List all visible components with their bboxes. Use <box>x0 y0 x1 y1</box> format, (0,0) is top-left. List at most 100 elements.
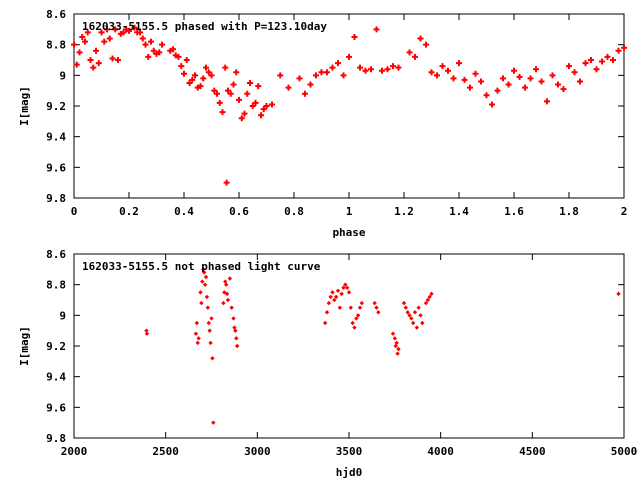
data-point <box>194 84 201 91</box>
y-axis-label: I[mag] <box>18 86 31 126</box>
data-point <box>263 103 270 109</box>
x-tick-label: 0.8 <box>284 205 304 218</box>
data-point <box>489 101 495 108</box>
data-point <box>500 75 506 82</box>
data-point <box>593 66 600 73</box>
data-point <box>394 340 399 346</box>
y-tick: 9.4 <box>46 131 624 144</box>
data-point <box>172 52 179 59</box>
data-point <box>379 67 385 74</box>
data-point <box>604 53 611 60</box>
data-point <box>208 72 215 79</box>
y-tick-label: 9 <box>59 69 66 82</box>
data-point <box>233 328 238 333</box>
y-tick: 9.6 <box>46 401 624 414</box>
data-point <box>252 99 259 106</box>
y-tick: 9.8 <box>46 192 624 205</box>
data-point <box>324 69 330 76</box>
data-point <box>326 300 332 306</box>
data-point <box>420 320 425 326</box>
data-point <box>322 320 328 326</box>
data-point <box>368 66 374 73</box>
data-point <box>416 305 421 310</box>
data-point <box>527 75 534 82</box>
data-point <box>472 70 479 77</box>
data-point <box>175 53 182 60</box>
data-point <box>249 103 256 109</box>
y-tick: 8.6 <box>46 8 624 21</box>
x-tick-label: 0 <box>71 205 78 218</box>
x-tick-label: 4500 <box>519 445 546 458</box>
x-tick: 2000 <box>61 254 88 458</box>
data-point <box>196 336 201 341</box>
data-point <box>144 328 149 333</box>
data-point <box>109 55 116 62</box>
data-point <box>115 57 121 63</box>
data-point <box>178 63 185 70</box>
data-point <box>73 61 80 68</box>
data-point <box>156 49 163 56</box>
data-point <box>207 328 212 333</box>
data-point <box>461 76 468 83</box>
data-point <box>333 294 339 300</box>
data-point <box>376 310 381 315</box>
x-tick-label: 1.6 <box>504 205 524 218</box>
x-tick-label: 1.4 <box>449 205 469 218</box>
data-points <box>71 24 627 186</box>
x-tick-label: 0.4 <box>174 205 194 218</box>
data-point <box>126 27 132 34</box>
x-tick: 4000 <box>427 254 454 458</box>
x-tick: 0.2 <box>119 14 139 218</box>
data-point <box>234 336 239 341</box>
x-tick: 2 <box>621 14 627 218</box>
data-point <box>221 300 226 306</box>
x-tick: 1.2 <box>394 14 414 218</box>
x-tick: 1 <box>346 14 353 218</box>
data-point <box>354 316 359 321</box>
x-axis-label: hjd0 <box>336 466 363 479</box>
data-point <box>205 69 212 76</box>
data-point <box>390 63 396 70</box>
data-point <box>197 83 204 90</box>
data-point <box>170 46 176 53</box>
data-point <box>231 316 236 321</box>
data-point <box>533 66 539 73</box>
y-tick-label: 8.6 <box>46 248 66 261</box>
data-point <box>285 84 292 91</box>
plot-frame <box>73 13 625 199</box>
data-point <box>153 50 160 57</box>
data-point <box>516 73 523 80</box>
data-point <box>357 64 363 71</box>
chart-title: 162033-5155.5 not phased light curve <box>82 260 321 273</box>
data-point <box>445 67 451 74</box>
data-point <box>150 47 157 54</box>
data-point <box>277 72 284 79</box>
data-point <box>599 58 605 65</box>
data-point <box>194 320 200 326</box>
x-tick-label: 2000 <box>61 445 88 458</box>
data-point <box>340 72 347 79</box>
data-point <box>359 300 365 306</box>
data-point <box>101 38 108 45</box>
y-tick-label: 9.6 <box>46 401 66 414</box>
x-tick: 0.4 <box>174 14 194 218</box>
data-point <box>201 270 207 275</box>
data-point <box>571 69 578 76</box>
x-tick: 0.8 <box>284 14 304 218</box>
data-point <box>230 81 237 88</box>
data-point <box>405 310 410 315</box>
data-point <box>98 29 105 36</box>
data-point <box>555 81 561 88</box>
x-tick: 2500 <box>152 254 179 458</box>
data-point <box>84 29 91 36</box>
data-point <box>335 60 341 67</box>
data-point <box>236 96 242 103</box>
data-point <box>428 69 435 76</box>
y-tick-label: 9.4 <box>46 371 66 384</box>
y-tick: 9.6 <box>46 161 624 174</box>
x-tick-label: 4000 <box>427 445 454 458</box>
data-point <box>339 291 344 297</box>
data-point <box>418 313 423 318</box>
y-tick-label: 9.8 <box>46 192 66 205</box>
y-tick: 8.6 <box>46 248 624 261</box>
